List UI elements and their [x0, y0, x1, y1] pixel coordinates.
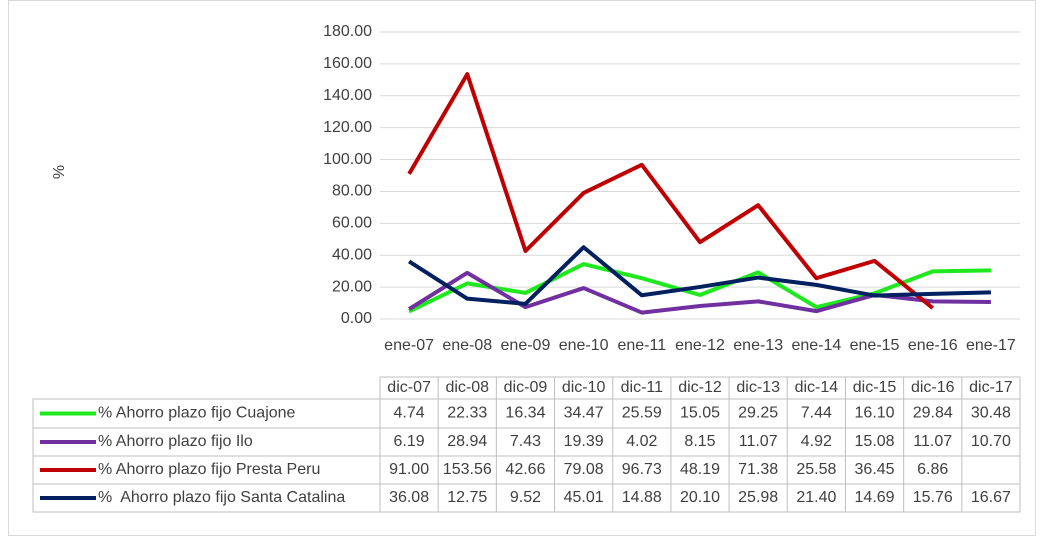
- table-header: dic-14: [795, 379, 839, 396]
- table-value: 6.86: [917, 461, 948, 478]
- table-header: dic-16: [911, 379, 955, 396]
- table-header: dic-13: [736, 379, 780, 396]
- x-tick-label: ene-10: [559, 337, 609, 354]
- table-value: 12.75: [447, 489, 487, 506]
- table-value: 8.15: [684, 433, 715, 450]
- x-tick-label: ene-13: [733, 337, 783, 354]
- table-header: dic-17: [969, 379, 1013, 396]
- table-value: 11.07: [739, 433, 778, 450]
- table-value: 36.08: [389, 489, 429, 506]
- table-header: dic-15: [853, 379, 897, 396]
- table-header: dic-09: [504, 379, 548, 396]
- table-value: 48.19: [680, 461, 720, 478]
- table-value: 42.66: [505, 461, 545, 478]
- y-tick-label: 180.00: [323, 23, 372, 40]
- table-header: dic-12: [678, 379, 722, 396]
- y-tick-label: 20.00: [332, 278, 372, 295]
- table-value: 29.84: [913, 405, 953, 422]
- x-tick-label: ene-15: [850, 337, 900, 354]
- table-value: 16.34: [505, 405, 545, 422]
- legend-label: % Ahorro plazo fijo Ilo: [98, 433, 253, 450]
- table-value: 15.05: [680, 405, 720, 422]
- x-tick-label: ene-09: [501, 337, 551, 354]
- table-value: 4.74: [394, 405, 425, 422]
- table-value: 34.47: [564, 405, 604, 422]
- table-value: 10.70: [971, 433, 1011, 450]
- y-tick-label: 120.00: [323, 119, 372, 136]
- series-line: [408, 245, 991, 306]
- table-value: 20.10: [680, 489, 720, 506]
- table-value: 71.38: [738, 461, 778, 478]
- table-header: dic-10: [562, 379, 606, 396]
- table-value: 16.10: [855, 405, 895, 422]
- y-tick-label: 100.00: [323, 151, 372, 168]
- table-value: 91.00: [389, 461, 429, 478]
- table-value: 7.44: [801, 405, 832, 422]
- table-value: 79.08: [564, 461, 604, 478]
- legend-label: % Ahorro plazo fijo Santa Catalina: [98, 489, 345, 506]
- table-value: 7.43: [510, 433, 541, 450]
- y-tick-label: 160.00: [323, 55, 372, 72]
- table-value: 16.67: [971, 489, 1011, 506]
- x-tick-label: ene-14: [791, 337, 841, 354]
- series-line: [408, 270, 991, 315]
- table-value: 45.01: [564, 489, 604, 506]
- x-tick-label: ene-07: [384, 337, 434, 354]
- legend-label: % Ahorro plazo fijo Cuajone: [98, 405, 296, 422]
- series-line: [407, 72, 934, 310]
- chart-frame: [8, 0, 1036, 536]
- legend-label: % Ahorro plazo fijo Presta Peru: [98, 461, 320, 478]
- table-value: 25.98: [738, 489, 778, 506]
- table-header: dic-11: [621, 379, 663, 396]
- table-header: dic-08: [445, 379, 489, 396]
- table-value: 22.33: [447, 405, 487, 422]
- table-value: 19.39: [564, 433, 604, 450]
- x-tick-label: ene-08: [442, 337, 492, 354]
- y-axis-label: %: [51, 165, 68, 179]
- table-value: 30.48: [971, 405, 1011, 422]
- table-value: 96.73: [622, 461, 662, 478]
- table-value: 15.08: [855, 433, 895, 450]
- y-tick-label: 80.00: [332, 183, 372, 200]
- table-value: 9.52: [510, 489, 541, 506]
- y-tick-label: 0.00: [341, 310, 372, 327]
- table-value: 15.76: [913, 489, 953, 506]
- x-tick-label: ene-12: [675, 337, 725, 354]
- x-tick-label: ene-17: [966, 337, 1016, 354]
- table-value: 11.07: [913, 433, 952, 450]
- table-value: 21.40: [796, 489, 836, 506]
- x-tick-label: ene-11: [617, 337, 666, 354]
- table-value: 29.25: [738, 405, 778, 422]
- table-value: 14.88: [622, 489, 662, 506]
- series-line: [408, 262, 991, 314]
- x-tick-label: ene-16: [908, 337, 958, 354]
- table-value: 28.94: [447, 433, 487, 450]
- table-value: 36.45: [855, 461, 895, 478]
- table-value: 153.56: [443, 461, 492, 478]
- table-value: 25.58: [796, 461, 836, 478]
- table-value: 25.59: [622, 405, 662, 422]
- y-tick-label: 140.00: [323, 87, 372, 104]
- table-value: 6.19: [394, 433, 425, 450]
- y-tick-label: 40.00: [332, 246, 372, 263]
- table-value: 14.69: [855, 489, 895, 506]
- table-value: 4.92: [801, 433, 832, 450]
- table-cell: [32, 483, 1021, 513]
- y-tick-label: 60.00: [332, 215, 372, 232]
- table-header: dic-07: [387, 379, 431, 396]
- table-value: 4.02: [626, 433, 657, 450]
